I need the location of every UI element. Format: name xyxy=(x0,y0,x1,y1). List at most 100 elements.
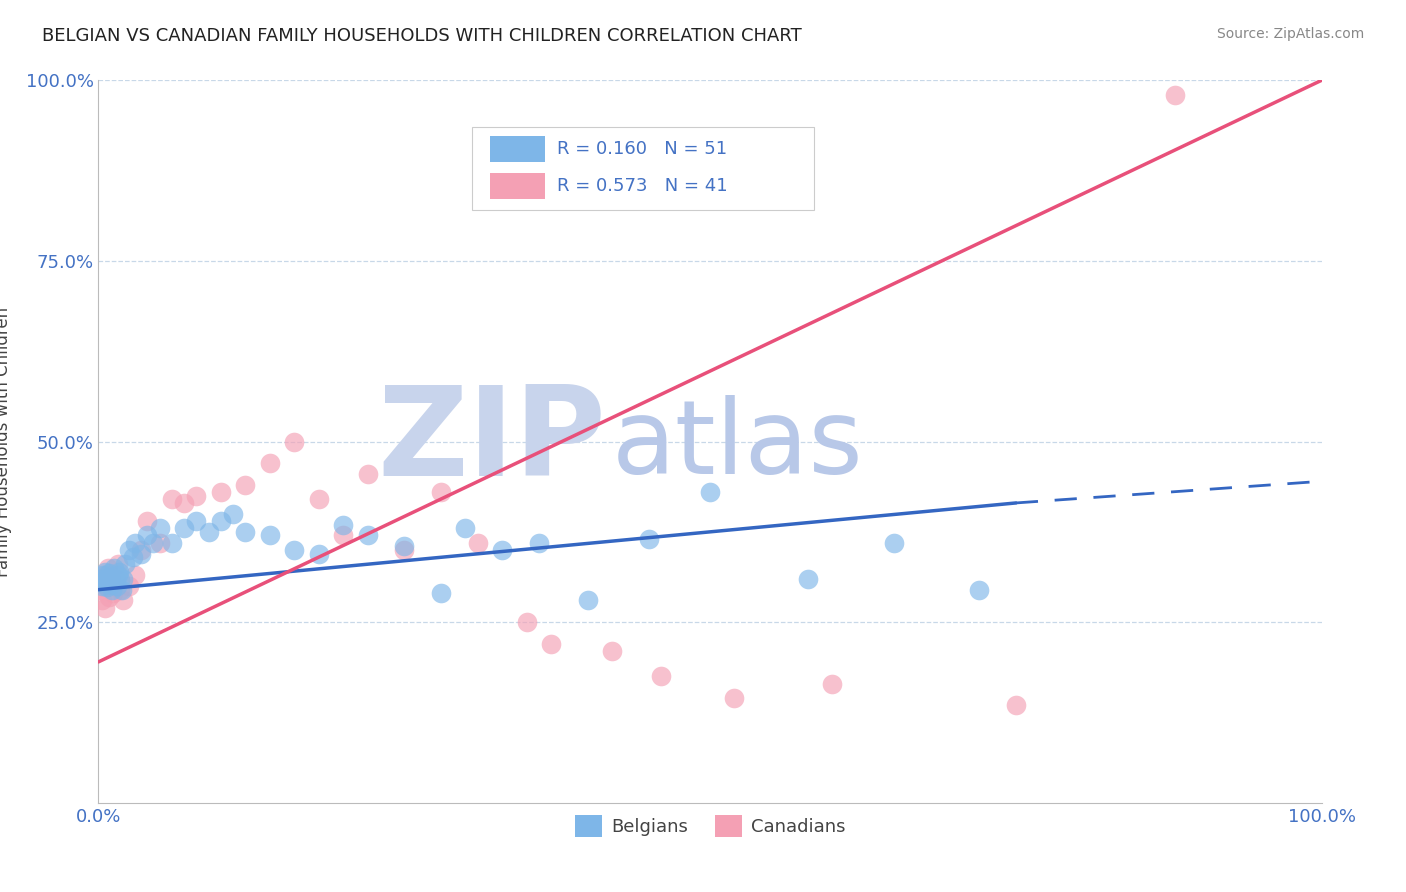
Point xyxy=(233,524,256,539)
Point xyxy=(108,565,131,579)
Point xyxy=(308,492,330,507)
Point xyxy=(283,434,305,449)
Bar xyxy=(489,173,546,200)
Point xyxy=(173,496,195,510)
Point xyxy=(600,644,623,658)
Point xyxy=(650,669,672,683)
Point xyxy=(93,565,115,579)
Text: atlas: atlas xyxy=(612,394,863,496)
Point xyxy=(149,535,172,549)
Point xyxy=(107,568,129,582)
Point xyxy=(149,521,172,535)
Point xyxy=(1004,698,1026,713)
Point xyxy=(100,577,122,591)
Point xyxy=(515,615,537,630)
Point xyxy=(94,568,117,582)
Point xyxy=(110,574,132,588)
Point xyxy=(430,485,453,500)
Point xyxy=(222,507,245,521)
Point xyxy=(186,489,208,503)
Point xyxy=(883,535,905,549)
Point xyxy=(101,582,124,597)
Point xyxy=(111,593,134,607)
Point xyxy=(121,550,143,565)
Point xyxy=(142,535,165,549)
Point xyxy=(101,574,124,588)
Text: ZIP: ZIP xyxy=(377,381,606,502)
Point xyxy=(118,542,141,557)
Point xyxy=(136,514,159,528)
Bar xyxy=(489,136,546,162)
Point xyxy=(101,586,124,600)
Point xyxy=(118,579,141,593)
Point xyxy=(129,542,152,557)
Point xyxy=(699,485,721,500)
Point xyxy=(454,521,477,535)
Point xyxy=(233,478,256,492)
Point xyxy=(527,535,550,549)
Point xyxy=(723,691,745,706)
Point xyxy=(136,528,159,542)
Point xyxy=(576,593,599,607)
Point xyxy=(129,547,152,561)
Point xyxy=(491,542,513,557)
Point xyxy=(332,517,354,532)
Point xyxy=(356,528,378,542)
Point xyxy=(90,575,112,590)
Point xyxy=(797,572,820,586)
Point xyxy=(209,514,232,528)
Point xyxy=(98,590,121,604)
Point xyxy=(107,558,129,572)
Legend: Belgians, Canadians: Belgians, Canadians xyxy=(568,808,852,845)
Point xyxy=(105,579,128,593)
Point xyxy=(356,467,378,481)
Point xyxy=(91,593,114,607)
Point xyxy=(197,524,219,539)
Point xyxy=(308,547,330,561)
Point xyxy=(110,582,132,597)
Point xyxy=(124,535,146,549)
Point xyxy=(98,566,121,580)
Point xyxy=(283,542,305,557)
Point xyxy=(90,575,112,590)
Point xyxy=(259,456,281,470)
Text: Source: ZipAtlas.com: Source: ZipAtlas.com xyxy=(1216,27,1364,41)
Point xyxy=(392,542,416,557)
Point xyxy=(89,582,111,597)
Point xyxy=(821,676,844,690)
Point xyxy=(637,532,661,546)
Point xyxy=(91,572,114,586)
Point xyxy=(332,528,354,542)
Point xyxy=(124,568,146,582)
FancyBboxPatch shape xyxy=(471,128,814,211)
Y-axis label: Family Households with Children: Family Households with Children xyxy=(0,307,11,576)
Point xyxy=(173,521,195,535)
Point xyxy=(392,539,416,553)
Point xyxy=(540,637,562,651)
Point xyxy=(97,570,120,584)
Text: BELGIAN VS CANADIAN FAMILY HOUSEHOLDS WITH CHILDREN CORRELATION CHART: BELGIAN VS CANADIAN FAMILY HOUSEHOLDS WI… xyxy=(42,27,801,45)
Point xyxy=(97,561,120,575)
Point xyxy=(94,574,117,588)
Text: R = 0.160   N = 51: R = 0.160 N = 51 xyxy=(557,140,727,158)
Point xyxy=(467,535,489,549)
Point xyxy=(160,535,183,549)
Text: R = 0.573   N = 41: R = 0.573 N = 41 xyxy=(557,178,728,195)
Point xyxy=(96,581,118,595)
Point xyxy=(114,558,136,572)
Point xyxy=(111,572,134,586)
Point xyxy=(967,582,990,597)
Point xyxy=(209,485,232,500)
Point xyxy=(186,514,208,528)
Point xyxy=(91,568,114,582)
Point xyxy=(259,528,281,542)
Point xyxy=(104,572,127,586)
Point xyxy=(111,582,134,597)
Point xyxy=(160,492,183,507)
Point xyxy=(430,586,453,600)
Point xyxy=(103,561,125,575)
Point xyxy=(1164,87,1187,102)
Point xyxy=(93,600,115,615)
Point xyxy=(100,572,122,586)
Point xyxy=(104,572,127,586)
